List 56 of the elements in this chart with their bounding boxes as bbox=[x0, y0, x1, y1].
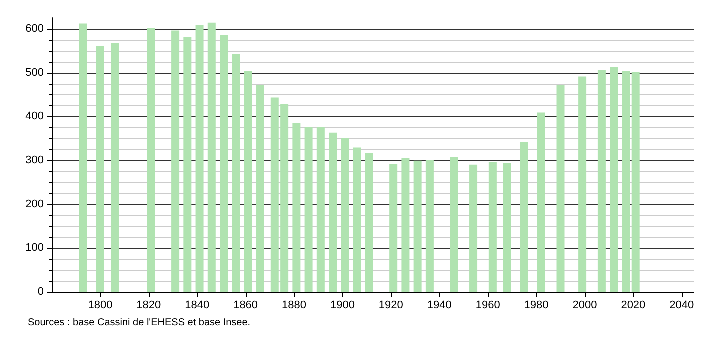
bar bbox=[598, 70, 606, 292]
bar bbox=[488, 162, 497, 292]
bar bbox=[520, 142, 528, 292]
y-tick-label: 500 bbox=[26, 66, 44, 79]
bar bbox=[470, 164, 478, 292]
y-tick-label: 200 bbox=[26, 198, 44, 210]
bar bbox=[304, 127, 313, 292]
y-tick-label: 0 bbox=[38, 286, 44, 298]
bar bbox=[316, 127, 325, 292]
bar bbox=[365, 153, 374, 292]
bar bbox=[208, 22, 216, 292]
x-tick-label: 1840 bbox=[185, 300, 210, 312]
source-note: Sources : base Cassini de l'EHESS et base Insee. bbox=[28, 318, 251, 328]
x-tick-label: 1960 bbox=[476, 300, 500, 312]
x-tick-label: 1880 bbox=[282, 300, 307, 312]
bar bbox=[426, 160, 434, 292]
bar bbox=[390, 164, 398, 292]
bar bbox=[79, 24, 88, 292]
bar bbox=[402, 158, 410, 292]
y-tick-label: 600 bbox=[26, 22, 44, 35]
bar bbox=[450, 157, 458, 292]
bar bbox=[503, 163, 512, 292]
x-tick-label: 2000 bbox=[572, 300, 598, 312]
bar bbox=[196, 25, 204, 292]
bar bbox=[556, 86, 565, 292]
x-tick-label: 1980 bbox=[524, 300, 549, 312]
x-tick-label: 1860 bbox=[234, 300, 258, 312]
bar bbox=[232, 54, 240, 292]
x-tick-label: 1820 bbox=[136, 300, 162, 312]
bar bbox=[632, 72, 640, 292]
y-tick-label: 400 bbox=[26, 110, 44, 123]
bar bbox=[622, 71, 630, 292]
x-tick-label: 1900 bbox=[330, 300, 355, 312]
x-tick-label: 2020 bbox=[621, 300, 646, 312]
x-tick-label: 1940 bbox=[427, 300, 452, 312]
x-tick-label: 1920 bbox=[378, 300, 404, 312]
bar bbox=[329, 132, 338, 292]
bar bbox=[292, 123, 301, 292]
bar bbox=[256, 86, 264, 292]
y-tick-label: 300 bbox=[26, 154, 44, 166]
bar bbox=[414, 160, 422, 292]
bar bbox=[147, 28, 156, 292]
y-tick-label: 100 bbox=[26, 242, 44, 254]
x-tick-label: 1800 bbox=[88, 300, 113, 312]
bar bbox=[184, 37, 192, 292]
bar bbox=[353, 148, 362, 292]
x-tick-label: 2040 bbox=[670, 300, 694, 312]
bar bbox=[244, 71, 252, 292]
bar bbox=[220, 35, 228, 292]
bar bbox=[578, 76, 587, 292]
bar bbox=[110, 42, 119, 292]
bar bbox=[610, 68, 618, 292]
bar bbox=[341, 138, 350, 292]
bar bbox=[172, 30, 180, 292]
bar bbox=[96, 46, 104, 292]
bar bbox=[537, 112, 546, 292]
